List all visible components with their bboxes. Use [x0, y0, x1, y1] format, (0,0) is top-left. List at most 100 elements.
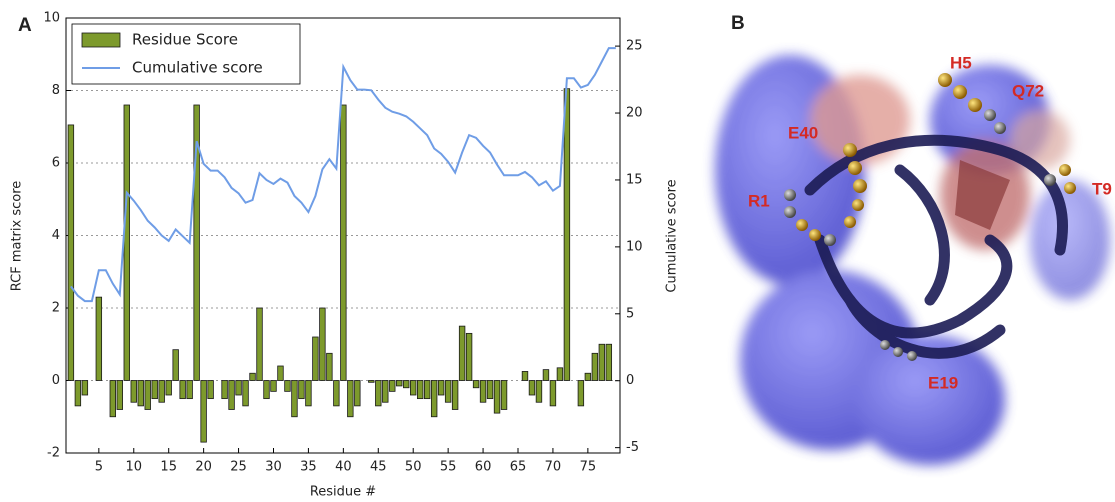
bar [584, 372, 592, 381]
bar [284, 380, 291, 392]
bar [451, 380, 459, 410]
bar [577, 380, 585, 407]
y2-tick-label: 15 [626, 172, 643, 187]
bar [479, 380, 487, 403]
bar [186, 380, 193, 400]
x-tick-label: 70 [545, 460, 562, 475]
y2-axis-label: Cumulative score [665, 179, 680, 292]
bar [200, 380, 207, 443]
bar [368, 380, 375, 383]
bar [249, 372, 256, 381]
x-axis-label: Residue # [310, 485, 376, 500]
y2-tick-label: 0 [626, 373, 634, 388]
bar [81, 380, 89, 396]
bar [444, 380, 452, 403]
bar [291, 380, 298, 418]
panel-label: A [18, 15, 32, 36]
bar [116, 380, 123, 410]
bar [263, 380, 270, 400]
plot-area: -2 0 2 4 6 8 10 -5 0 5 10 15 20 25 5 10 15 20 25 30 35 40 45 50… [43, 11, 642, 475]
bar [326, 352, 333, 381]
bar [410, 380, 417, 396]
x-tick-label: 5 [95, 460, 103, 475]
x-tick-label: 40 [335, 460, 352, 475]
residue-label: E40 [788, 123, 818, 142]
x-tick-label: 65 [510, 460, 527, 475]
bar [207, 380, 214, 400]
bar [172, 349, 179, 381]
bar [270, 380, 277, 392]
x-tick-label: 25 [230, 460, 247, 475]
bar [389, 380, 396, 392]
bar [563, 88, 571, 381]
legend-label: Cumulative score [132, 59, 263, 77]
bar [354, 380, 361, 407]
bar [165, 380, 172, 396]
bar [319, 307, 326, 381]
bar [542, 369, 550, 381]
bar [549, 380, 557, 407]
bar [382, 380, 389, 403]
bar [535, 380, 543, 403]
x-tick-label: 35 [300, 460, 317, 475]
bar [396, 380, 403, 387]
x-tick-label: 50 [405, 460, 422, 475]
y-tick-label: 8 [52, 83, 60, 98]
bar [493, 380, 501, 414]
bar [95, 296, 103, 381]
residue-label: Q72 [1012, 81, 1044, 100]
x-tick-label: 60 [475, 460, 492, 475]
bar [347, 380, 354, 418]
bar [277, 365, 284, 381]
bar [465, 332, 473, 381]
bar [221, 380, 228, 400]
legend-label: Residue Score [132, 31, 238, 49]
residue-label: E19 [928, 373, 958, 392]
bar [256, 307, 263, 381]
molecule-image: B H5 Q72 E40 R1 T9 E19 [715, 13, 1112, 465]
bar [305, 380, 312, 407]
panel-label: B [731, 13, 745, 34]
plot-frame [65, 17, 621, 454]
bar [235, 380, 242, 396]
bar [298, 380, 305, 400]
bar [123, 104, 130, 381]
bar [333, 380, 340, 407]
line [70, 47, 616, 303]
y-axis-label: RCF matrix score [10, 181, 25, 292]
bar [179, 380, 186, 400]
bar [458, 325, 466, 381]
bar [423, 380, 431, 400]
bar [67, 124, 75, 381]
bar [521, 371, 529, 381]
bar [591, 352, 599, 381]
bar [528, 380, 536, 396]
legend-patch [81, 32, 121, 48]
bar [500, 380, 508, 410]
bar [193, 104, 200, 381]
x-tick-label: 75 [580, 460, 597, 475]
bar [158, 380, 165, 403]
x-tick-label: 20 [195, 460, 212, 475]
bar [403, 380, 410, 389]
bar [242, 380, 249, 407]
bar [137, 380, 144, 407]
bar [472, 380, 480, 389]
residue-label: T9 [1092, 179, 1112, 198]
x-tick-label: 10 [125, 460, 142, 475]
bar [486, 380, 494, 400]
x-tick-label: 30 [265, 460, 282, 475]
y2-tick-label: -5 [626, 440, 639, 455]
x-tick-label: 45 [370, 460, 387, 475]
bar [109, 380, 117, 418]
bar [437, 380, 445, 396]
bar [340, 104, 347, 381]
y2-tick-label: 10 [626, 239, 643, 254]
bar [430, 380, 438, 418]
bar [228, 380, 235, 410]
bar [144, 380, 151, 410]
y-tick-label: 4 [52, 228, 60, 243]
bar [130, 380, 137, 403]
residue-label: R1 [748, 191, 770, 210]
